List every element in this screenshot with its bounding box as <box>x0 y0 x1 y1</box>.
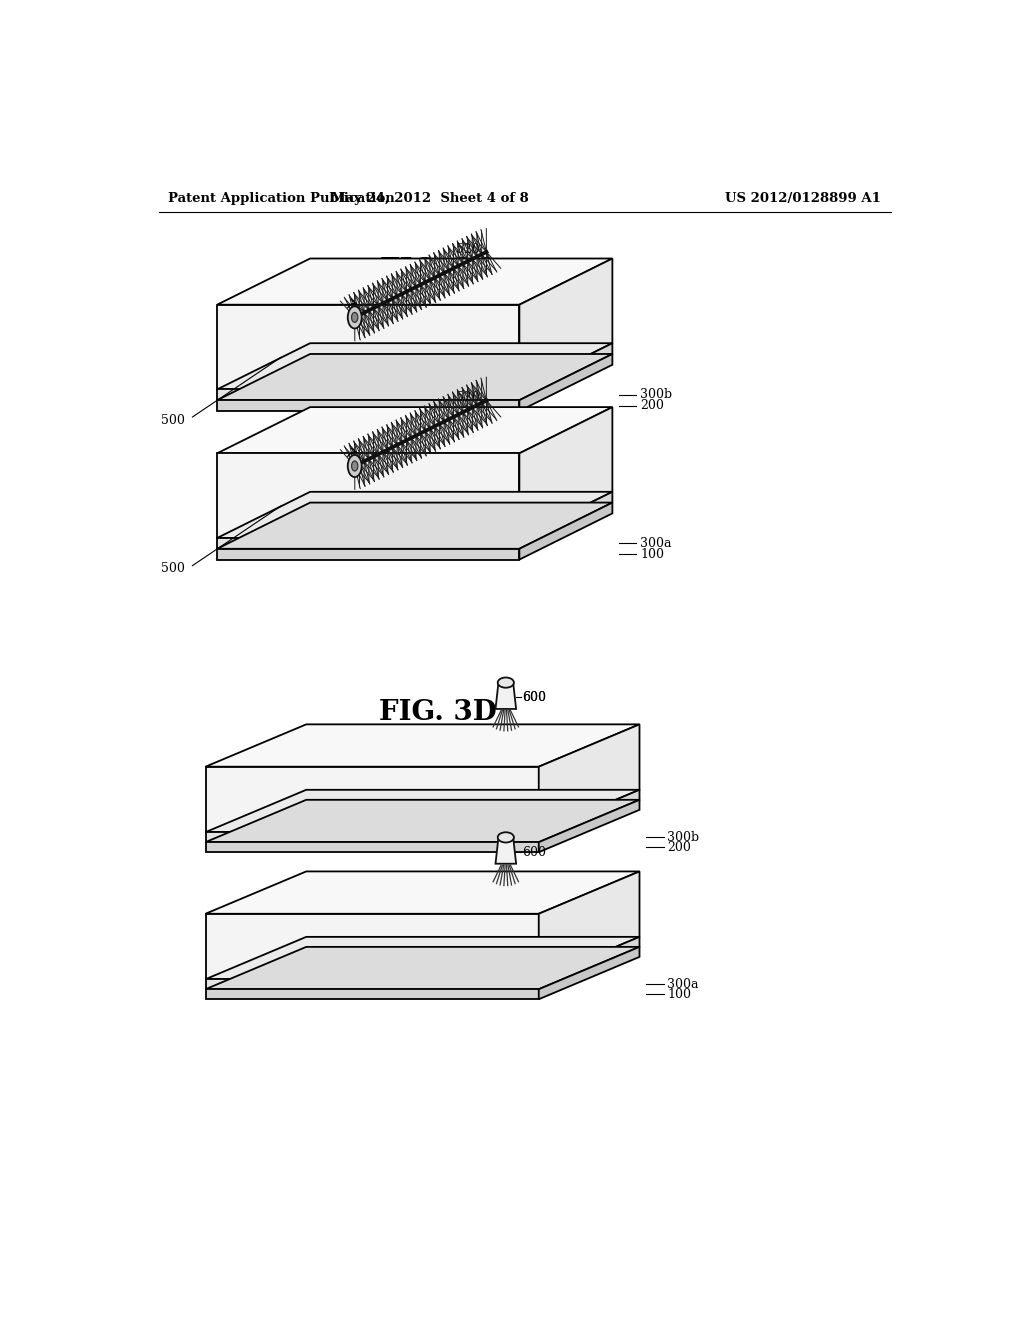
Text: 300a: 300a <box>668 978 699 991</box>
Polygon shape <box>496 682 516 709</box>
Text: 200: 200 <box>640 399 665 412</box>
Text: 300b: 300b <box>640 388 673 401</box>
Polygon shape <box>519 407 612 539</box>
Polygon shape <box>217 549 519 560</box>
Text: FIG. 3D: FIG. 3D <box>379 700 497 726</box>
Text: 100: 100 <box>668 987 691 1001</box>
Polygon shape <box>206 979 539 989</box>
Ellipse shape <box>351 313 357 322</box>
Polygon shape <box>206 946 640 989</box>
Polygon shape <box>519 259 612 389</box>
Text: May 24, 2012  Sheet 4 of 8: May 24, 2012 Sheet 4 of 8 <box>332 191 529 205</box>
Ellipse shape <box>348 455 361 477</box>
Polygon shape <box>217 492 612 539</box>
Text: US 2012/0128899 A1: US 2012/0128899 A1 <box>725 191 882 205</box>
Polygon shape <box>206 937 640 979</box>
Text: FIG. 3C: FIG. 3C <box>380 256 496 284</box>
Polygon shape <box>217 259 612 305</box>
Polygon shape <box>206 800 640 842</box>
Polygon shape <box>206 871 640 913</box>
Ellipse shape <box>351 461 357 471</box>
Polygon shape <box>519 492 612 549</box>
Polygon shape <box>217 400 519 411</box>
Ellipse shape <box>498 833 514 842</box>
Text: 200: 200 <box>668 841 691 854</box>
Polygon shape <box>539 789 640 842</box>
Polygon shape <box>217 539 519 549</box>
Text: 500: 500 <box>161 562 184 576</box>
Polygon shape <box>539 725 640 832</box>
Polygon shape <box>519 343 612 400</box>
Polygon shape <box>206 913 539 979</box>
Polygon shape <box>206 989 539 999</box>
Polygon shape <box>539 800 640 853</box>
Text: 300b: 300b <box>668 830 699 843</box>
Polygon shape <box>519 503 612 560</box>
Polygon shape <box>519 354 612 411</box>
Polygon shape <box>217 407 612 453</box>
Polygon shape <box>217 503 612 549</box>
Text: 520: 520 <box>457 243 480 256</box>
Text: 600: 600 <box>522 846 546 858</box>
Text: 520: 520 <box>457 391 480 404</box>
Polygon shape <box>217 453 519 539</box>
Polygon shape <box>206 842 539 853</box>
Ellipse shape <box>498 677 514 688</box>
Polygon shape <box>217 354 612 400</box>
Text: 100: 100 <box>640 548 665 561</box>
Polygon shape <box>206 789 640 832</box>
Ellipse shape <box>348 306 361 329</box>
Polygon shape <box>539 871 640 979</box>
Text: 500: 500 <box>161 413 184 426</box>
Polygon shape <box>539 937 640 989</box>
Text: 600: 600 <box>522 690 546 704</box>
Polygon shape <box>206 725 640 767</box>
Polygon shape <box>206 767 539 832</box>
Polygon shape <box>206 832 539 842</box>
Text: Patent Application Publication: Patent Application Publication <box>168 191 395 205</box>
Text: 300a: 300a <box>640 537 672 550</box>
Polygon shape <box>217 305 519 389</box>
Polygon shape <box>217 343 612 389</box>
Polygon shape <box>496 837 516 863</box>
Polygon shape <box>539 946 640 999</box>
Text: 600: 600 <box>522 690 546 704</box>
Polygon shape <box>217 389 519 400</box>
